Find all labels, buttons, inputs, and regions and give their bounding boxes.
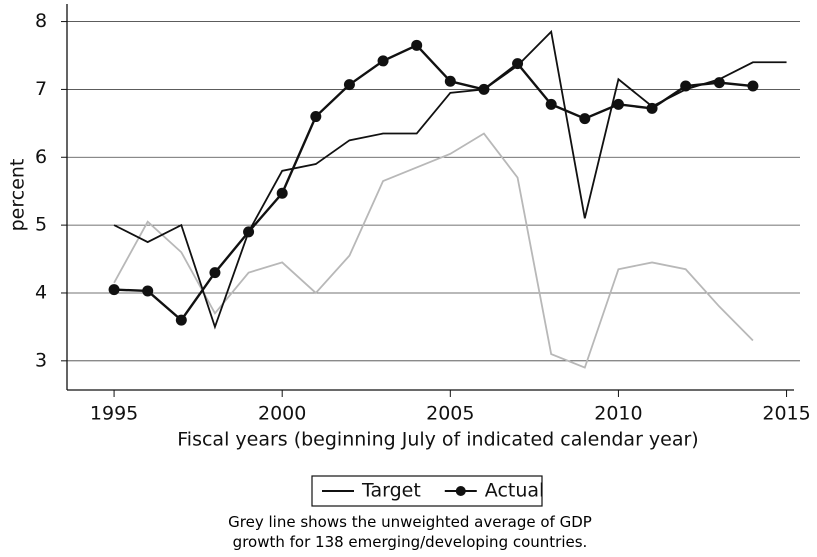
point — [579, 113, 591, 125]
x-axis-label: Fiscal years (beginning July of indicate… — [177, 429, 698, 451]
point — [175, 314, 187, 326]
legend-box — [311, 475, 543, 507]
note: Grey line shows the unweighted average o… — [228, 513, 592, 551]
series-line — [114, 43, 754, 322]
point — [108, 284, 120, 296]
note-box: Grey line shows the unweighted average o… — [228, 513, 592, 551]
x-tick-label: 1995 — [90, 403, 138, 425]
legend-label: Actual — [485, 480, 545, 502]
y-tick-label: 6 — [35, 146, 47, 168]
point — [512, 58, 524, 70]
x-tick-label: 2005 — [426, 403, 474, 425]
x-tick-label: 2015 — [762, 403, 810, 425]
point — [411, 39, 423, 51]
point — [310, 111, 322, 123]
y-tick-label: 7 — [35, 78, 47, 100]
y-tick-label: 4 — [35, 281, 47, 303]
y-tick-label: 3 — [35, 349, 47, 371]
point — [545, 98, 557, 110]
series-line — [113, 132, 754, 369]
point — [612, 98, 624, 110]
point — [444, 75, 456, 87]
y-tick-label: 5 — [35, 214, 47, 236]
point — [142, 285, 154, 297]
point — [276, 187, 288, 199]
x-tick-label: 2010 — [594, 403, 642, 425]
point — [747, 80, 759, 92]
series-line — [113, 29, 787, 330]
y-axis-label: percent — [7, 159, 29, 232]
point — [377, 55, 389, 67]
point — [343, 79, 355, 91]
point — [209, 267, 221, 279]
legend-marker — [455, 486, 466, 496]
legend-label: Target — [361, 480, 421, 502]
y-tick-label: 8 — [35, 10, 47, 32]
x-tick-label: 2000 — [258, 403, 306, 425]
